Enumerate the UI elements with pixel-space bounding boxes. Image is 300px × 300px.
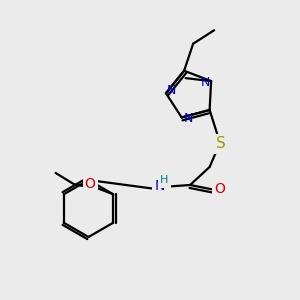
Text: O: O xyxy=(214,182,225,197)
Text: N: N xyxy=(184,112,193,125)
Text: H: H xyxy=(160,176,169,185)
Text: O: O xyxy=(85,177,95,191)
Text: N: N xyxy=(154,178,165,193)
Text: N: N xyxy=(167,84,176,97)
Text: N: N xyxy=(201,76,210,88)
Text: S: S xyxy=(215,136,225,152)
